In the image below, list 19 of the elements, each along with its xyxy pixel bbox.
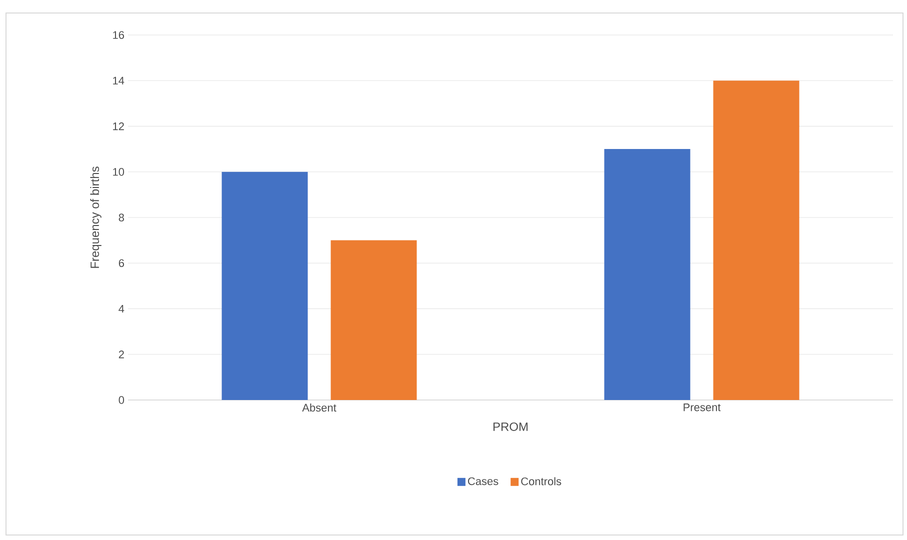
y-axis-title: Frequency of births	[90, 166, 102, 268]
y-tick-label: 4	[118, 304, 124, 313]
y-tick-label: 8	[118, 214, 124, 222]
y-tick-label: 2	[118, 350, 124, 358]
x-tick-label: Present	[684, 404, 721, 412]
y-tick-label: 14	[113, 76, 124, 84]
x-axis-title: PROM	[493, 422, 528, 431]
y-tick-label: 6	[118, 259, 124, 268]
bar	[713, 80, 800, 400]
bar	[222, 172, 308, 400]
y-tick-label: 16	[113, 31, 124, 39]
y-tick-label: 10	[113, 168, 124, 176]
y-tick-label: 0	[118, 396, 124, 404]
bar	[330, 240, 417, 400]
legend-label: Controls	[521, 477, 562, 486]
x-tick-label: Absent	[302, 404, 336, 412]
legend-label: Cases	[468, 477, 498, 486]
y-tick-label: 12	[113, 122, 124, 130]
bar	[604, 149, 690, 400]
